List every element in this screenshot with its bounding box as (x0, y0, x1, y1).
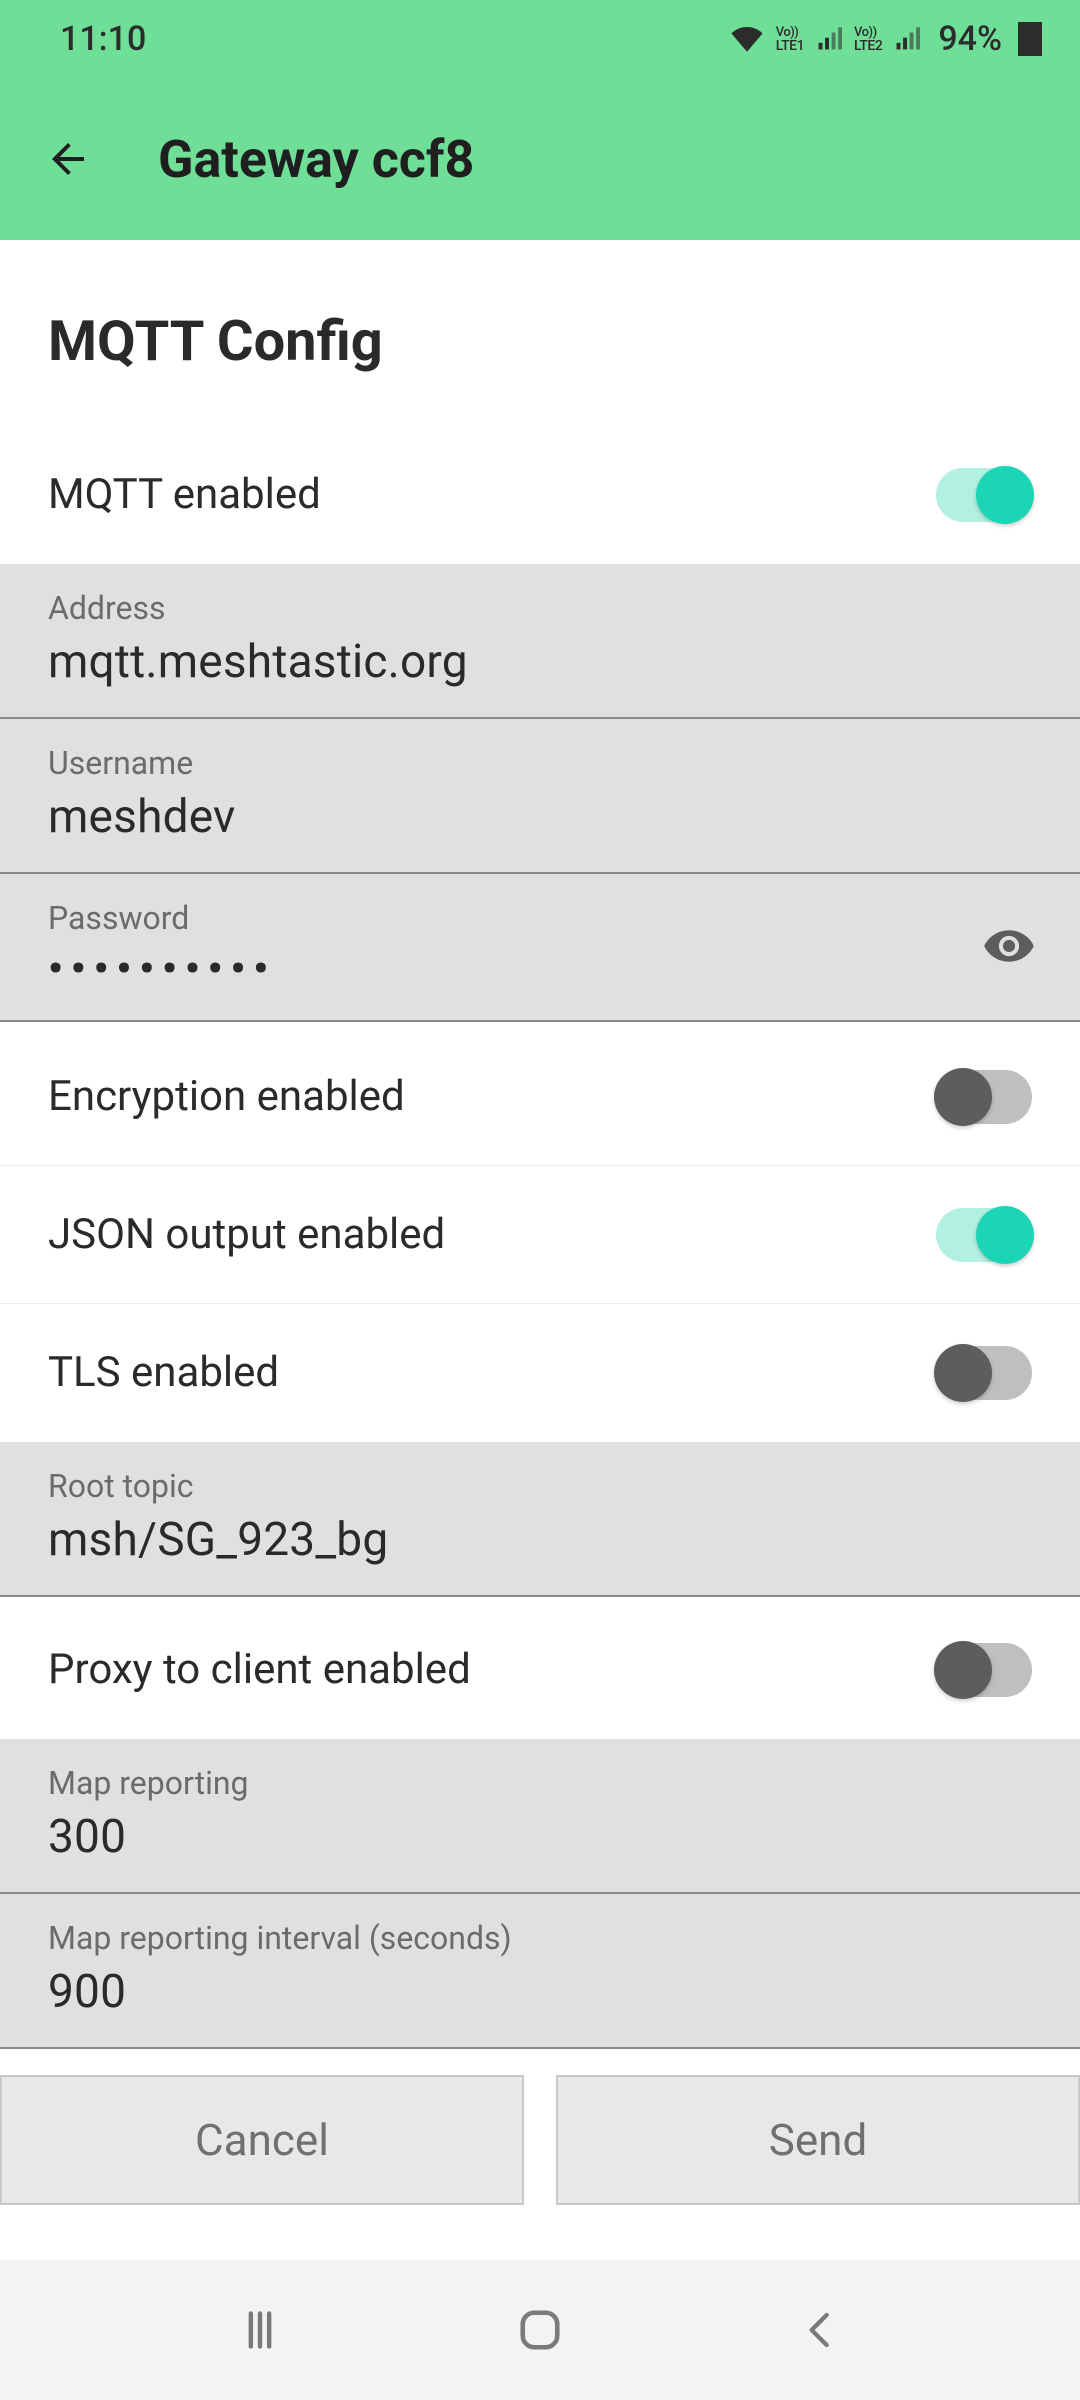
back-button[interactable] (40, 131, 96, 187)
json-output-enabled-row: JSON output enabled (0, 1166, 1080, 1304)
username-field[interactable]: Username meshdev (0, 719, 1080, 874)
username-value: meshdev (48, 790, 1032, 844)
proxy-enabled-label: Proxy to client enabled (48, 1645, 471, 1694)
send-button[interactable]: Send (556, 2075, 1080, 2205)
json-output-enabled-label: JSON output enabled (48, 1210, 445, 1259)
status-right: Vo)) LTE1 Vo)) LTE2 94% (730, 19, 1042, 59)
battery-percentage: 94% (938, 19, 1002, 59)
signal1-icon (816, 26, 842, 52)
root-topic-field[interactable]: Root topic msh/SG_923_bg (0, 1442, 1080, 1597)
button-row: Cancel Send (0, 2057, 1080, 2223)
app-bar: Gateway ccf8 (0, 78, 1080, 240)
map-reporting-interval-value: 900 (48, 1965, 1032, 2019)
address-field[interactable]: Address mqtt.meshtastic.org (0, 564, 1080, 719)
address-value: mqtt.meshtastic.org (48, 635, 1032, 689)
status-time: 11:10 (60, 19, 146, 59)
password-value: •••••••••• (48, 945, 1032, 992)
encryption-enabled-row: Encryption enabled (0, 1028, 1080, 1166)
mqtt-enabled-label: MQTT enabled (48, 470, 321, 519)
status-bar: 11:10 Vo)) LTE1 Vo)) LTE2 94% (0, 0, 1080, 78)
section-title: MQTT Config (0, 240, 1080, 426)
root-topic-label: Root topic (48, 1467, 1032, 1505)
home-button[interactable] (510, 2300, 570, 2360)
username-label: Username (48, 744, 1032, 782)
system-nav-bar (0, 2260, 1080, 2400)
encryption-enabled-switch[interactable] (936, 1070, 1032, 1124)
eye-icon[interactable] (982, 919, 1036, 977)
back-nav-button[interactable] (790, 2300, 850, 2360)
map-reporting-interval-label: Map reporting interval (seconds) (48, 1919, 1032, 1957)
cancel-button[interactable]: Cancel (0, 2075, 524, 2205)
mqtt-enabled-row: MQTT enabled (0, 426, 1080, 564)
battery-icon (1018, 22, 1042, 56)
map-reporting-field[interactable]: Map reporting 300 (0, 1739, 1080, 1894)
mqtt-enabled-switch[interactable] (936, 468, 1032, 522)
recents-icon (238, 2308, 282, 2352)
home-icon (517, 2307, 563, 2353)
proxy-enabled-switch[interactable] (936, 1643, 1032, 1697)
proxy-enabled-row: Proxy to client enabled (0, 1601, 1080, 1739)
lte2-label: Vo)) LTE2 (854, 26, 882, 53)
map-reporting-interval-field[interactable]: Map reporting interval (seconds) 900 (0, 1894, 1080, 2049)
address-label: Address (48, 589, 1032, 627)
signal2-icon (894, 26, 920, 52)
page-title: Gateway ccf8 (158, 129, 474, 190)
tls-enabled-label: TLS enabled (48, 1348, 279, 1397)
tls-enabled-switch[interactable] (936, 1346, 1032, 1400)
wifi-icon (730, 26, 764, 52)
password-field[interactable]: Password •••••••••• (0, 874, 1080, 1022)
tls-enabled-row: TLS enabled (0, 1304, 1080, 1442)
map-reporting-value: 300 (48, 1810, 1032, 1864)
chevron-left-icon (800, 2310, 840, 2350)
json-output-enabled-switch[interactable] (936, 1208, 1032, 1262)
recents-button[interactable] (230, 2300, 290, 2360)
lte1-label: Vo)) LTE1 (776, 26, 804, 53)
password-label: Password (48, 899, 1032, 937)
map-reporting-label: Map reporting (48, 1764, 1032, 1802)
encryption-enabled-label: Encryption enabled (48, 1072, 405, 1121)
arrow-left-icon (44, 135, 92, 183)
root-topic-value: msh/SG_923_bg (48, 1513, 1032, 1567)
content: MQTT Config MQTT enabled Address mqtt.me… (0, 240, 1080, 2223)
